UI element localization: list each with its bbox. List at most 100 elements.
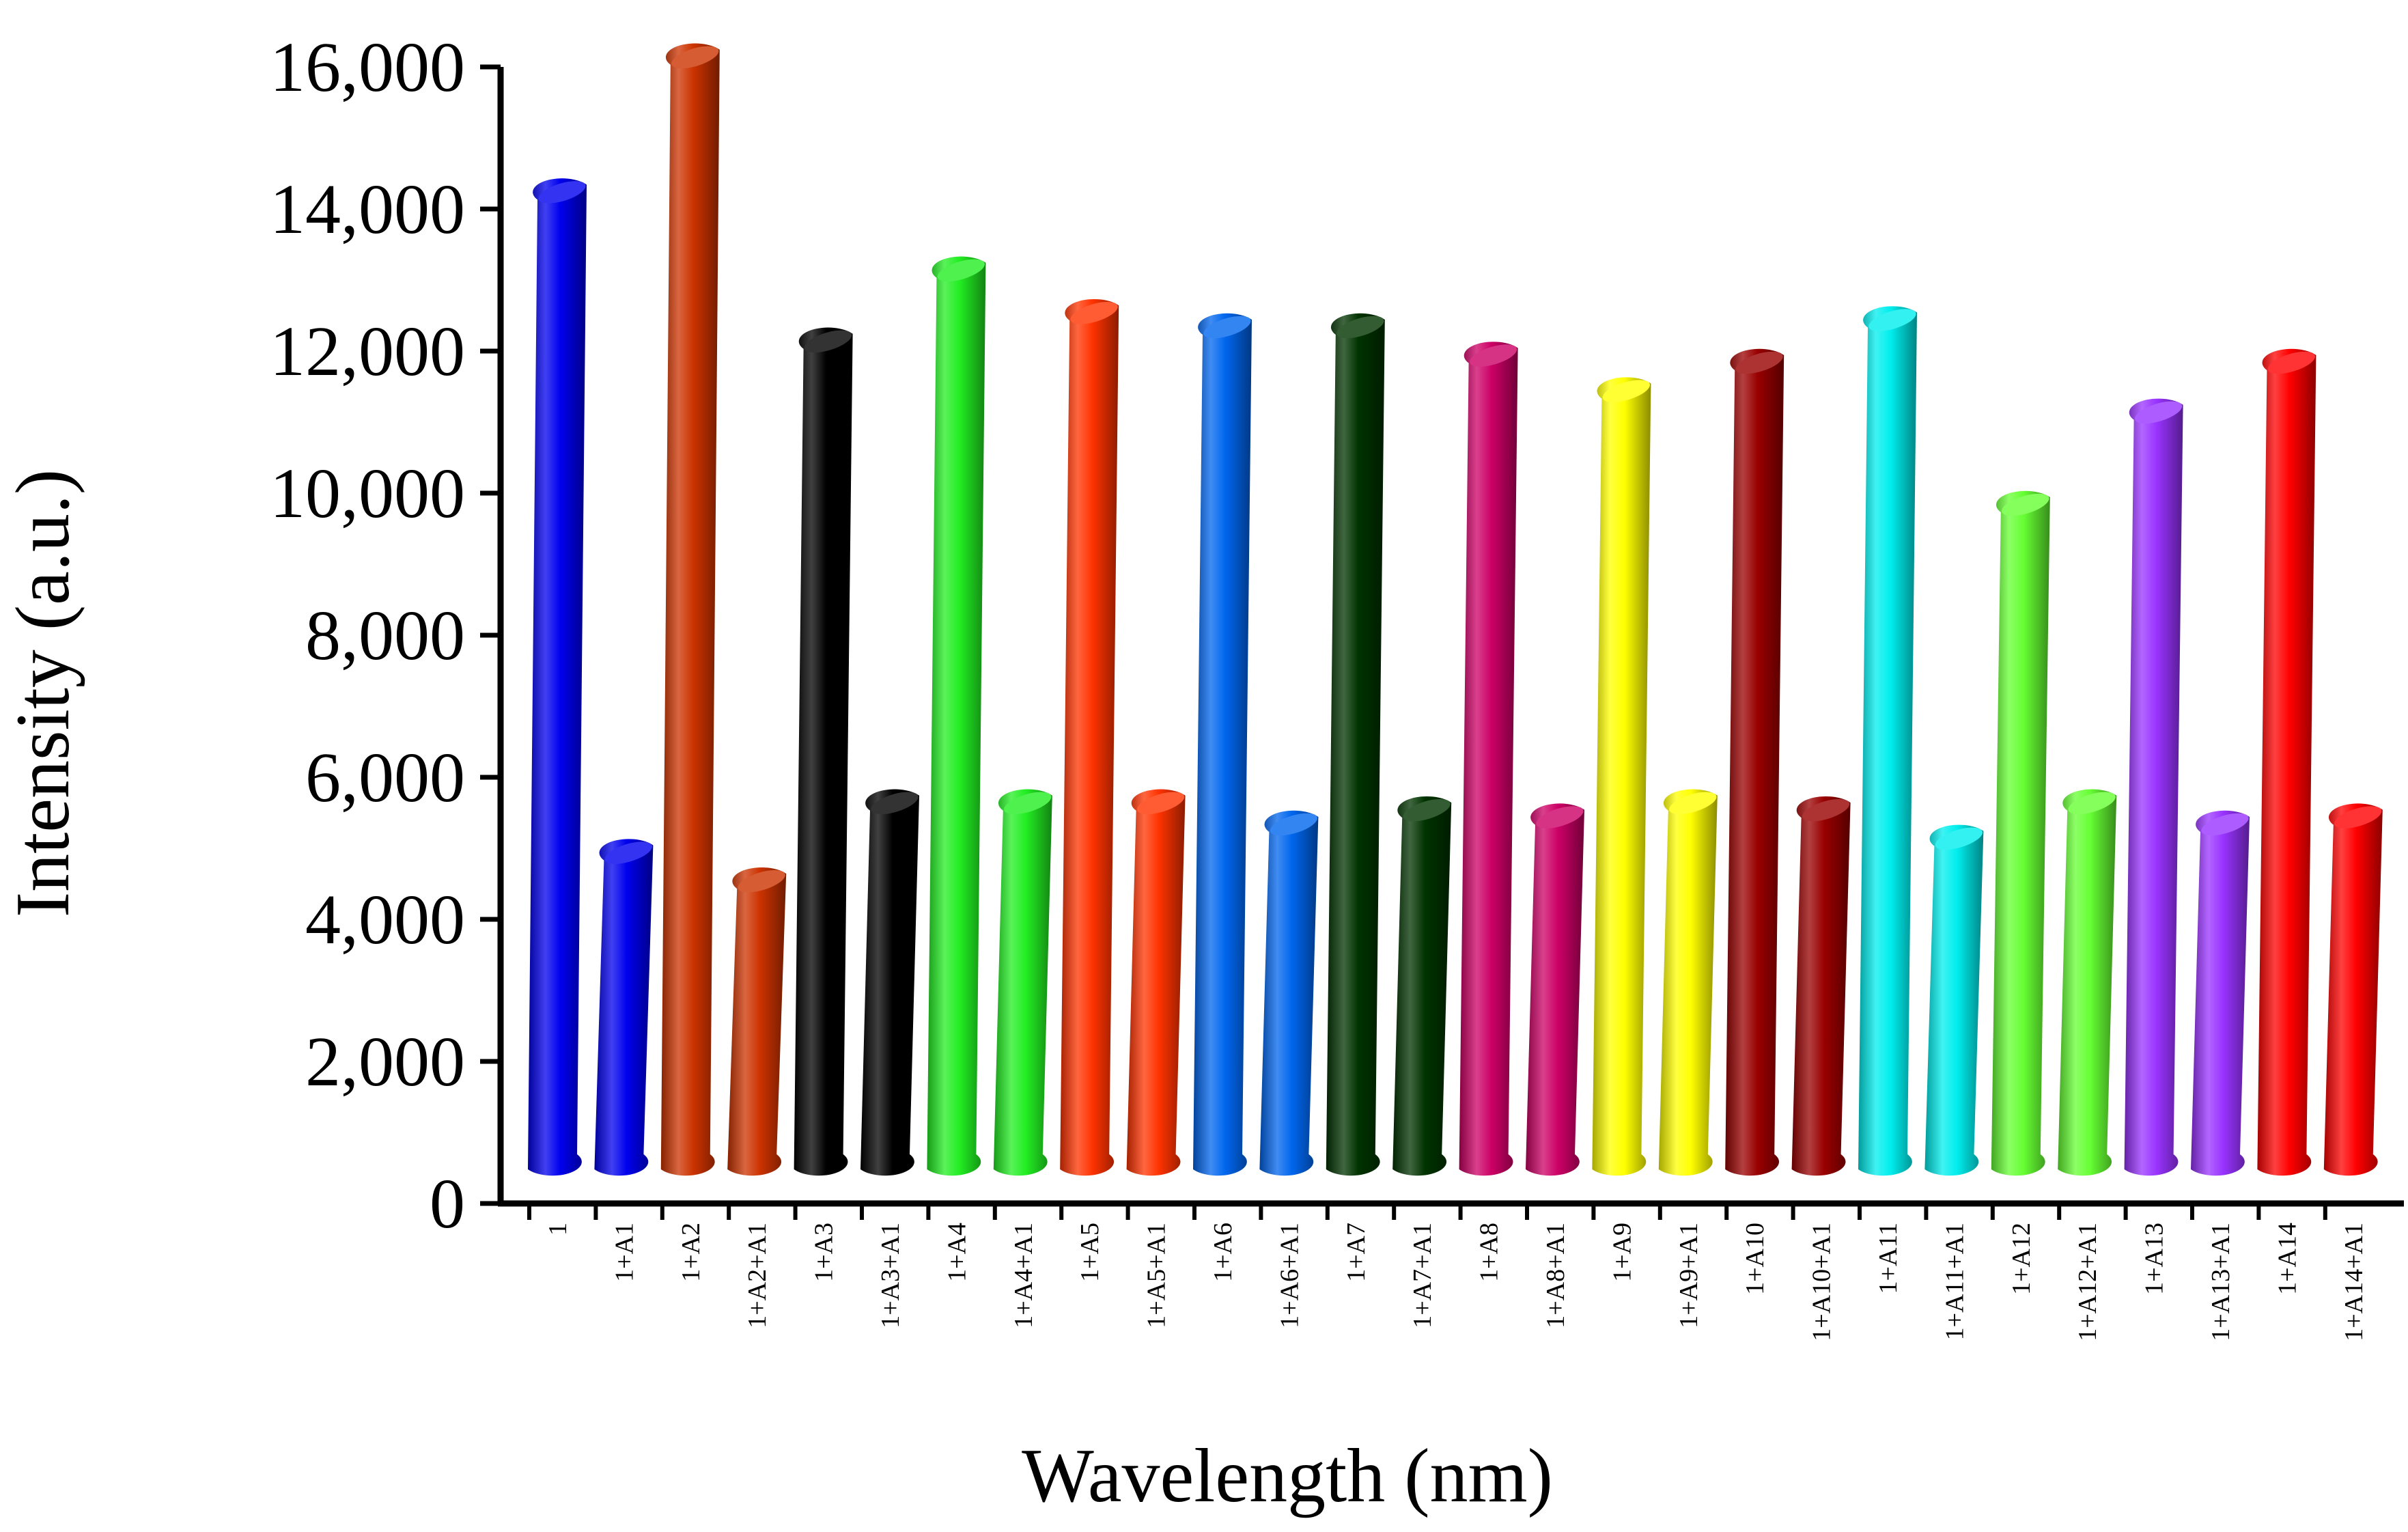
x-tick-label: 1+A3 bbox=[810, 1223, 839, 1282]
x-tick-label: 1+A12+A1 bbox=[2073, 1223, 2102, 1341]
bar-cap-1+A3+A1 bbox=[871, 792, 919, 815]
bar-cap-1+A10+A1 bbox=[1802, 798, 1850, 822]
bar-cap-1+A4+A1 bbox=[1004, 792, 1052, 815]
bar-cap-1+A6 bbox=[1203, 316, 1251, 339]
y-tick-label: 12,000 bbox=[270, 312, 465, 391]
bar-cap-1+A13 bbox=[2134, 401, 2183, 424]
x-tick-label: 1+A7+A1 bbox=[1408, 1223, 1437, 1328]
x-tick-label: 1+A4+A1 bbox=[1009, 1223, 1038, 1328]
x-tick-label: 1+A9 bbox=[1608, 1223, 1636, 1282]
bar-1+A8 bbox=[1459, 342, 1518, 1176]
x-tick-label: 1+A4 bbox=[942, 1223, 971, 1282]
x-tick-label: 1 bbox=[544, 1223, 572, 1236]
x-tick-label: 1+A11 bbox=[1874, 1223, 1903, 1294]
bar-cap-1+A5 bbox=[1070, 301, 1118, 324]
bar-1+A2 bbox=[660, 43, 720, 1176]
bar-1+A6+A1 bbox=[1259, 810, 1319, 1176]
bar-1+A2+A1 bbox=[727, 867, 787, 1176]
y-tick-label: 8,000 bbox=[305, 596, 465, 675]
bar-cap-1+A1 bbox=[604, 841, 653, 864]
bar-cap-1+A3 bbox=[804, 330, 852, 353]
bar-1+A12+A1 bbox=[2058, 789, 2117, 1176]
x-tick-label: 1+A6+A1 bbox=[1275, 1223, 1304, 1328]
bar-cap-1+A11+A1 bbox=[1935, 827, 1983, 850]
bar-cap-1+A9 bbox=[1602, 380, 1651, 402]
y-tick-label: 6,000 bbox=[305, 738, 465, 817]
x-tick-label: 1+A14 bbox=[2273, 1223, 2301, 1295]
x-tick-label: 1+A7 bbox=[1342, 1223, 1371, 1282]
bar-cap-1+A8+A1 bbox=[1536, 806, 1584, 828]
bar-1+A3 bbox=[794, 327, 853, 1176]
bar-cap-1+A14 bbox=[2267, 351, 2316, 374]
bar-1+A13 bbox=[2124, 398, 2183, 1176]
x-tick-label: 1+A11+A1 bbox=[1940, 1223, 1969, 1340]
bar-1+A11+A1 bbox=[1924, 824, 1984, 1176]
bar-cap-1+A6+A1 bbox=[1270, 813, 1318, 836]
bar-1+A3+A1 bbox=[860, 789, 919, 1176]
y-tick-label: 16,000 bbox=[270, 28, 465, 107]
bar-cap-1+A5+A1 bbox=[1136, 792, 1185, 815]
bar-1+A4 bbox=[927, 256, 986, 1176]
bar-1+A5+A1 bbox=[1126, 789, 1186, 1176]
bar-1+A7+A1 bbox=[1392, 796, 1452, 1176]
x-ticks: 1 1+A1 1+A2 1+A2+A1 1+A3 1+A3+A1 1+A4 1+A4+A1 1+… bbox=[527, 1203, 2368, 1341]
bar-cap-1+A7+A1 bbox=[1403, 798, 1451, 822]
x-axis-title: Wavelength (nm) bbox=[1022, 1434, 1553, 1518]
x-tick-label: 1+A13 bbox=[2140, 1223, 2169, 1295]
y-tick-label: 14,000 bbox=[270, 170, 465, 249]
x-tick-label: 1+A5+A1 bbox=[1143, 1223, 1171, 1328]
y-ticks: 0 2,000 4,000 6,000 8,000 10,000 12,000 14,000 1… bbox=[270, 28, 501, 1243]
bar-cap-1+A2 bbox=[671, 46, 719, 69]
x-tick-label: 1+A12 bbox=[2007, 1223, 2036, 1295]
x-tick-label: 1+A14+A1 bbox=[2340, 1223, 2368, 1341]
bar-cap-1+A10 bbox=[1735, 351, 1783, 374]
x-tick-label: 1+A2+A1 bbox=[743, 1223, 772, 1328]
bar-cap-1 bbox=[538, 181, 586, 204]
bar-1+A6 bbox=[1193, 313, 1252, 1176]
bars bbox=[528, 43, 2383, 1176]
y-tick-label: 4,000 bbox=[305, 880, 465, 959]
bar-1+A9 bbox=[1592, 377, 1651, 1176]
x-tick-label: 1+A8+A1 bbox=[1541, 1223, 1570, 1328]
x-tick-label: 1+A13+A1 bbox=[2207, 1223, 2235, 1341]
x-tick-label: 1+A2 bbox=[677, 1223, 705, 1282]
y-axis-title: Intensity (a.u.) bbox=[1, 469, 85, 917]
bar-cap-1+A12+A1 bbox=[2068, 792, 2116, 815]
bar-1+A7 bbox=[1326, 313, 1385, 1176]
bar-1+A10 bbox=[1725, 348, 1784, 1176]
bar-1+A12 bbox=[1991, 490, 2050, 1176]
bar-cap-1+A7 bbox=[1336, 316, 1384, 339]
x-tick-label: 1+A3+A1 bbox=[876, 1223, 905, 1328]
bar-1+A14+A1 bbox=[2323, 803, 2383, 1176]
y-tick-label: 2,000 bbox=[305, 1022, 465, 1101]
x-tick-label: 1+A6 bbox=[1209, 1223, 1237, 1282]
bar-1 bbox=[528, 178, 587, 1176]
bar-1+A10+A1 bbox=[1791, 796, 1851, 1176]
bar-1+A14 bbox=[2257, 348, 2316, 1176]
x-tick-label: 1+A10+A1 bbox=[1808, 1223, 1836, 1341]
x-tick-label: 1+A10 bbox=[1741, 1223, 1769, 1295]
y-tick-label: 10,000 bbox=[270, 454, 465, 533]
bar-cap-1+A13+A1 bbox=[2201, 813, 2249, 836]
bar-1+A5 bbox=[1060, 298, 1119, 1176]
bar-cap-1+A8 bbox=[1469, 344, 1517, 367]
x-tick-label: 1+A8 bbox=[1475, 1223, 1504, 1282]
bar-1+A9+A1 bbox=[1658, 789, 1718, 1176]
bar-1+A11 bbox=[1858, 306, 1917, 1176]
axes bbox=[497, 67, 2404, 1207]
bar-cap-1+A14+A1 bbox=[2334, 806, 2382, 828]
bar-cap-1+A12 bbox=[2002, 493, 2049, 516]
bar-cap-1+A2+A1 bbox=[738, 869, 785, 893]
bar-cap-1+A4 bbox=[937, 259, 985, 282]
bar-1+A4+A1 bbox=[993, 789, 1052, 1176]
bar-1+A1 bbox=[594, 839, 654, 1176]
x-tick-label: 1+A9+A1 bbox=[1675, 1223, 1703, 1328]
x-tick-label: 1+A1 bbox=[610, 1223, 639, 1282]
bar-cap-1+A9+A1 bbox=[1669, 792, 1717, 815]
x-tick-label: 1+A5 bbox=[1076, 1223, 1104, 1282]
bar-cap-1+A11 bbox=[1868, 309, 1916, 331]
bar-1+A8+A1 bbox=[1526, 803, 1584, 1176]
bar-1+A13+A1 bbox=[2191, 810, 2250, 1176]
y-tick-label: 0 bbox=[430, 1165, 465, 1243]
